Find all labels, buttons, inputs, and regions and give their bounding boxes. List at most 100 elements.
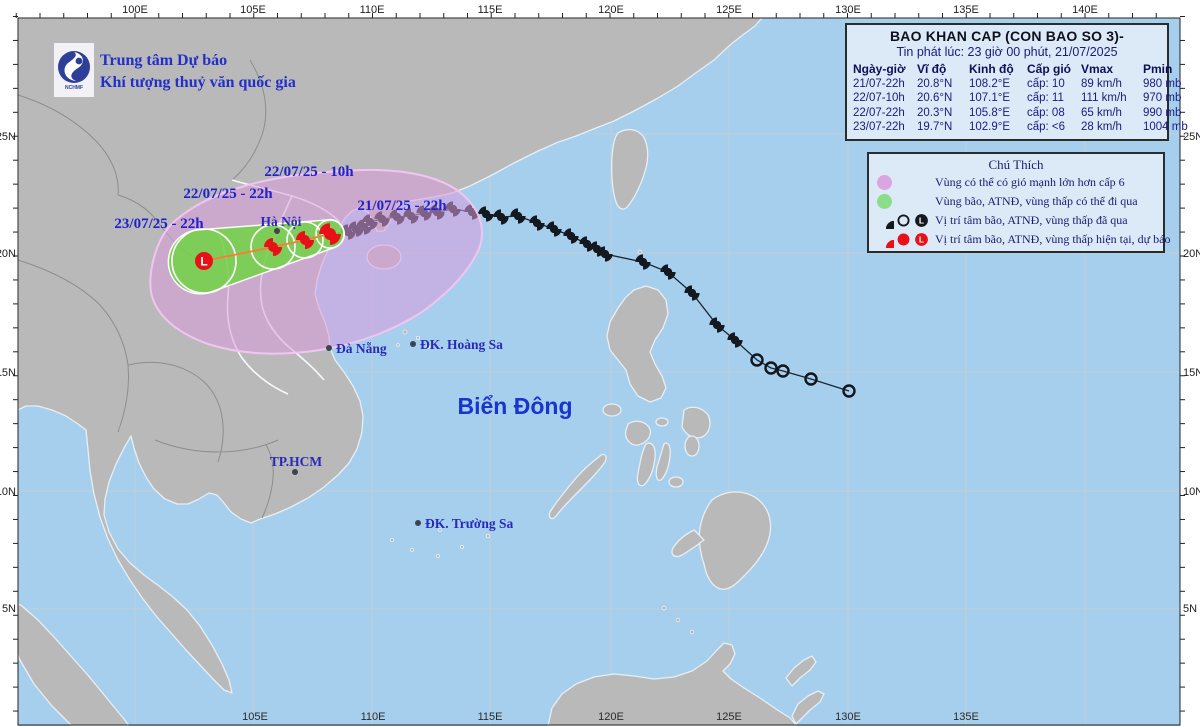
agency-title: Trung tâm Dự báo Khí tượng thuỷ văn quốc… xyxy=(100,50,296,94)
wind-risk-cone-outer xyxy=(149,168,483,355)
samar-island xyxy=(681,406,711,439)
masbate-island xyxy=(655,417,669,427)
table-cell: 108.2°E xyxy=(969,77,1011,90)
table-cell: 22/07-10h xyxy=(853,92,905,104)
axis-label-bottom: 105E xyxy=(242,711,268,723)
forecast-time-label: 23/07/25 - 22h xyxy=(114,216,204,232)
axis-label-top: 100E xyxy=(122,4,148,16)
table-cell: 20.8°N xyxy=(917,77,953,90)
axis-label-right: 15N xyxy=(1183,367,1200,379)
table-cell: 105.8°E xyxy=(969,106,1011,119)
table-cell: 111 km/h xyxy=(1081,92,1127,104)
axis-label-left: 20N xyxy=(0,248,16,260)
svg-text:L: L xyxy=(919,216,924,226)
table-cell: 65 km/h xyxy=(1081,106,1122,119)
axis-label-top: 135E xyxy=(953,4,979,16)
axis-label-bottom: 125E xyxy=(716,711,742,723)
zamboanga-peninsula xyxy=(671,529,705,558)
table-cell: 990 mb xyxy=(1143,106,1182,119)
table-cell: cấp: 11 xyxy=(1027,92,1064,104)
table-cell: 107.1°E xyxy=(969,92,1011,104)
past-depression-symbol xyxy=(804,372,818,386)
axis-label-left: 10N xyxy=(0,486,16,498)
nchmf-logo-icon xyxy=(58,50,90,83)
panay-island xyxy=(624,420,652,446)
borneo-island xyxy=(547,642,798,726)
table-cell: 28 km/h xyxy=(1081,121,1122,133)
mindoro-island xyxy=(602,403,622,417)
forecast-typhoon-icon xyxy=(877,231,894,248)
table-cell: 20.6°N xyxy=(917,92,953,104)
map-frame xyxy=(17,17,1181,726)
axis-label-left: 25N xyxy=(0,131,16,143)
storm-bulletin-panel: BAO KHAN CAP (CON BAO SO 3)- Tin phát lú… xyxy=(845,23,1188,141)
table-header: Kinh độ xyxy=(969,62,1014,76)
table-header: Vĩ độ xyxy=(917,62,947,76)
past-low-icon: L xyxy=(915,214,928,227)
forecast-depression-icon xyxy=(897,233,910,246)
axis-label-bottom: 135E xyxy=(953,711,979,723)
taiwan-island xyxy=(610,128,649,210)
past-depression-symbol xyxy=(776,364,790,378)
place-label: ĐK. Trường Sa xyxy=(425,516,513,531)
city-dot xyxy=(415,520,421,526)
place-label: Hà Nội xyxy=(261,214,302,229)
table-header: Vmax xyxy=(1081,62,1114,76)
agency-line-1: Trung tâm Dự báo xyxy=(100,52,228,69)
forecast-low-letter: L xyxy=(200,255,207,269)
table-cell: cấp: 08 xyxy=(1027,106,1065,119)
past-depression-icon xyxy=(897,214,910,227)
axis-label-bottom: 130E xyxy=(835,711,861,723)
axis-label-top: 105E xyxy=(240,4,266,16)
axis-label-top: 120E xyxy=(598,4,624,16)
place-label: ĐK. Hoàng Sa xyxy=(420,337,503,352)
forecast-time-label: 22/07/25 - 22h xyxy=(183,186,273,202)
bohol-island xyxy=(668,476,684,488)
axis-label-left: 15N xyxy=(0,367,16,379)
axis-label-right: 5N xyxy=(1183,603,1197,615)
legend-item-wind-area: Vùng có thể có gió mạnh lớn hơn cấp 6 xyxy=(877,173,1155,192)
forecast-low-icon: L xyxy=(915,233,928,246)
forecast-track-line xyxy=(203,233,331,262)
sulawesi-arm-2 xyxy=(791,690,825,725)
table-cell: 19.7°N xyxy=(917,121,953,133)
axis-label-bottom: 115E xyxy=(478,711,503,723)
bulletin-issued-time: Tin phát lúc: 23 giờ 00 phút, 21/07/2025 xyxy=(896,45,1118,59)
table-header: Ngày-giờ xyxy=(853,62,906,76)
cebu-island xyxy=(655,442,671,482)
axis-label-top: 125E xyxy=(716,4,742,16)
forecast-time-label: 22/07/25 - 10h xyxy=(264,164,354,180)
logo-caption: NCHMF xyxy=(64,84,84,91)
table-cell: 20.3°N xyxy=(917,106,953,119)
table-cell: 23/07-22h xyxy=(853,121,905,133)
axis-label-left: 5N xyxy=(2,603,16,615)
legend-title: Chú Thích xyxy=(988,157,1044,172)
negros-island xyxy=(636,442,656,487)
place-label: TP.HCM xyxy=(270,454,323,469)
sea-name-label: Biển Đông xyxy=(458,393,573,419)
storm-data-table: Ngày-giờ Vĩ độ Kinh độ Cấp gió Vmax Pmin 21/07… xyxy=(853,62,1188,135)
table-cell: 102.9°E xyxy=(969,121,1011,133)
table-cell: 21/07-22h xyxy=(853,77,905,90)
svg-text:L: L xyxy=(919,235,924,245)
city-dot xyxy=(410,341,416,347)
green-area-icon xyxy=(877,194,892,209)
past-typhoon-icon xyxy=(877,212,894,229)
leyte-island xyxy=(684,435,700,457)
city-dot xyxy=(292,469,298,475)
legend-item-current-position: L Vị trí tâm bão, ATNĐ, vùng thấp hiện t… xyxy=(877,230,1170,249)
past-depression-symbol xyxy=(842,384,856,398)
past-depression-symbol xyxy=(750,353,764,367)
forecast-time-label: 21/07/25 - 22h xyxy=(357,198,447,214)
city-dot xyxy=(274,228,280,234)
forecast-radius-circle xyxy=(250,224,296,270)
axis-label-bottom: 110E xyxy=(361,711,386,723)
axis-label-right: 10N xyxy=(1183,486,1200,498)
table-header: Cấp gió xyxy=(1027,62,1071,76)
axis-label-right: 20N xyxy=(1183,248,1200,260)
forecast-radius-circle xyxy=(286,221,324,259)
small-island-dots xyxy=(389,249,695,635)
forecast-radius-circle xyxy=(315,219,345,249)
